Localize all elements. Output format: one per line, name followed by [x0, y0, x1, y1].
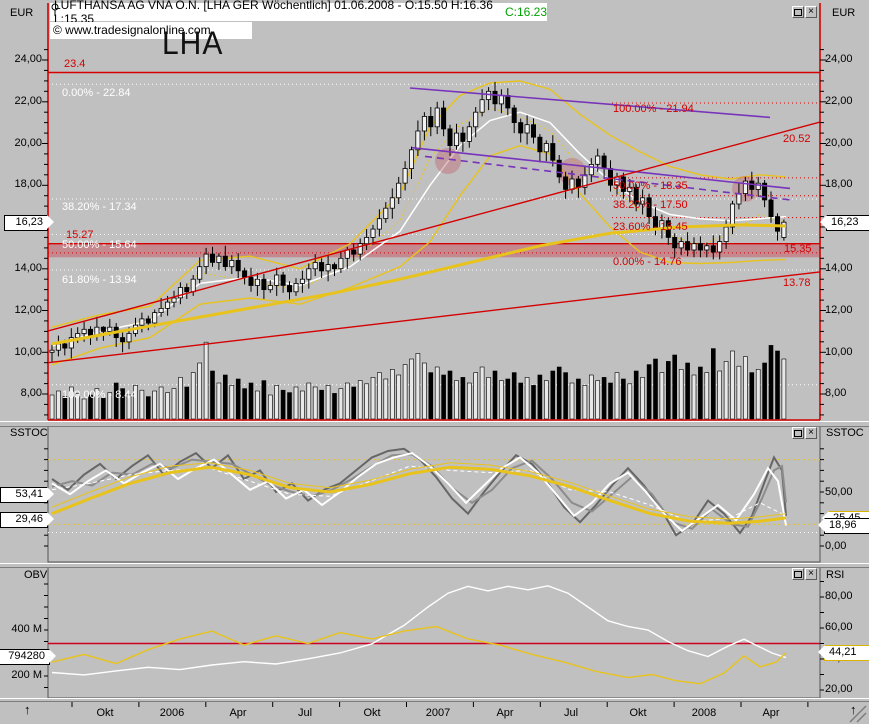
rsi-axis-label: 80,00 [825, 590, 853, 602]
sstoc-pointer-1: 53,41 [0, 487, 54, 503]
sstoc-panel-label-left: SSTOC [10, 427, 48, 439]
x-axis-label: Jul [297, 707, 313, 719]
price-label-1527: 15.27 [66, 229, 94, 241]
y-axis-label-right: 22,00 [825, 95, 853, 107]
sstoc-white-pointer: 18,96 [818, 518, 869, 534]
sstoc-pointer-2: 29,46 [0, 512, 54, 528]
close-button[interactable]: × [805, 568, 817, 580]
panel-splitter-2[interactable] [0, 563, 869, 568]
y-axis-label-left: 14,00 [14, 262, 42, 274]
x-axis-label: 2007 [425, 707, 451, 719]
y-axis-label-right: 10,00 [825, 346, 853, 358]
x-axis-label: Okt [363, 707, 381, 719]
maximize-button[interactable] [792, 427, 804, 439]
rsi-pointer: 44,21 [818, 645, 869, 661]
obv-axis-label: 400 M [11, 623, 42, 635]
price-label-1535: 15.35 [784, 243, 812, 255]
x-axis-label: Okt [96, 707, 114, 719]
x-axis-label: Okt [629, 707, 647, 719]
trendline-label-2052: 20.52 [783, 133, 811, 145]
symbol-watermark: LHA [162, 25, 224, 62]
maximize-icon [794, 429, 802, 437]
close-button[interactable]: × [805, 427, 817, 439]
fib-label-100pct-844: 100.00% - 8.44 [62, 389, 137, 401]
fib-label-618pct-1394: 61.80% - 13.94 [62, 274, 137, 286]
y-axis-label-left: 18,00 [14, 178, 42, 190]
fib-label-100pct-2194: 100.00% - 21.94 [613, 103, 694, 115]
currency-label-left: EUR [10, 7, 34, 19]
y-axis-label-left: 8,00 [20, 387, 42, 399]
fib-label-50pct-1835: 50.00% - 18.35 [613, 180, 688, 192]
y-axis-label-left: 24,00 [14, 53, 42, 65]
panel-splitter-3[interactable] [0, 698, 869, 702]
fib-label-382pct-1734: 38.20% - 17.34 [62, 201, 137, 213]
maximize-button[interactable] [792, 568, 804, 580]
obv-panel-label: OBV [24, 569, 48, 581]
panel-splitter-1[interactable] [0, 421, 869, 427]
level-label-23-4: 23.4 [64, 58, 86, 70]
y-axis-label-right: 24,00 [825, 53, 853, 65]
y-axis-label-right: 12,00 [825, 304, 853, 316]
obv-pointer: 794280 [0, 649, 56, 665]
x-axis-label: Apr [496, 707, 514, 719]
currency-label-right: EUR [832, 7, 856, 19]
y-axis-label-left: 20,00 [14, 137, 42, 149]
rsi-axis-label: 60,00 [825, 621, 853, 633]
pin-icon [51, 3, 59, 16]
y-axis-label-right: 14,00 [825, 262, 853, 274]
x-axis-label: 2006 [159, 707, 185, 719]
scroll-right-arrow[interactable]: ↑ [850, 702, 857, 717]
fib-label-0pct-2284: 0.00% - 22.84 [62, 87, 131, 99]
x-axis-label: 2008 [691, 707, 717, 719]
x-axis-label: Apr [229, 707, 247, 719]
scroll-left-arrow[interactable]: ↑ [24, 702, 31, 717]
fib-label-0pct-1476: 0.00% - 14.76 [613, 256, 682, 268]
obv-axis-label: 200 M [11, 669, 42, 681]
last-price-pointer-right: 16,23 [820, 215, 869, 231]
y-axis-label-right: 8,00 [825, 387, 847, 399]
sstoc-axis-label: 50,00 [825, 486, 853, 498]
rsi-axis-label: 20,00 [825, 683, 853, 695]
sstoc-axis-label: 0,00 [825, 540, 847, 552]
x-axis-label: Jul [563, 707, 579, 719]
fib-label-382pct-1750: 38.20% - 17.50 [613, 199, 688, 211]
close-button[interactable]: × [805, 6, 817, 18]
obv-window-buttons: × [792, 568, 817, 580]
last-price-pointer-left: 16,23 [4, 215, 54, 231]
rsi-panel-label: RSI [826, 569, 845, 581]
close-price-value: C:16.23 [504, 5, 547, 19]
fib-label-236pct-1645: 23.60% - 16.45 [613, 221, 688, 233]
y-axis-label-left: 12,00 [14, 304, 42, 316]
y-axis-label-right: 20,00 [825, 137, 853, 149]
maximize-icon [794, 570, 802, 578]
fib-label-50pct-1564: 50.00% - 15.64 [62, 239, 137, 251]
trendline-label-1378: 13.78 [783, 277, 811, 289]
y-axis-label-left: 22,00 [14, 95, 42, 107]
watermark: © www.tradesignalonline.com [50, 22, 252, 39]
y-axis-label-right: 18,00 [825, 178, 853, 190]
maximize-icon [794, 8, 802, 16]
instrument-title-bar: LUFTHANSA AG VNA O.N. [LHA GER Wöchentli… [50, 0, 547, 26]
sstoc-panel-label-right: SSTOC [826, 427, 864, 439]
main-panel-window-buttons: × [792, 6, 817, 18]
x-axis-label: Apr [762, 707, 780, 719]
sstoc-window-buttons: × [792, 427, 817, 439]
maximize-button[interactable] [792, 6, 804, 18]
y-axis-label-left: 10,00 [14, 346, 42, 358]
